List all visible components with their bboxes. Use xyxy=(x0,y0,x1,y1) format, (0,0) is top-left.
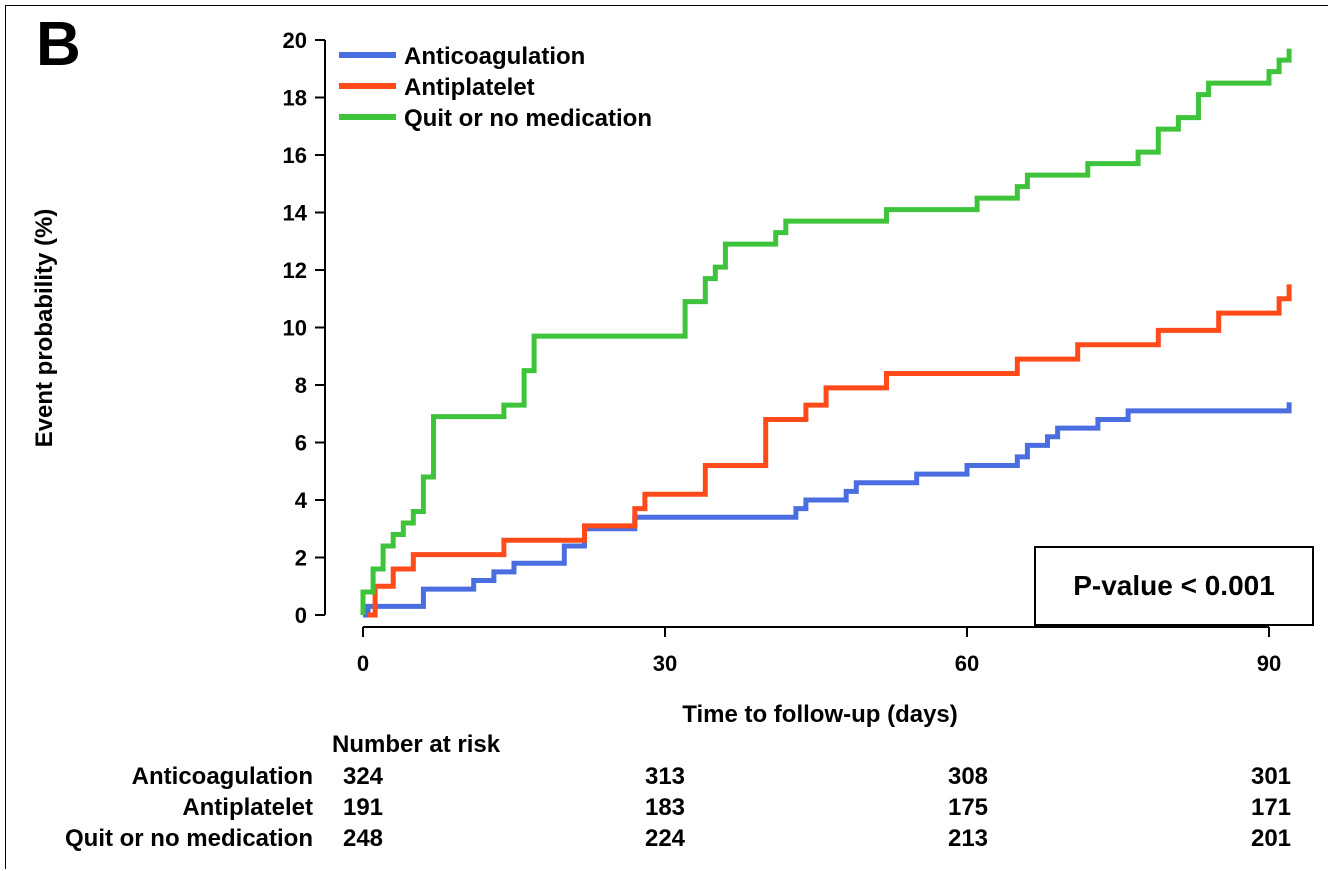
risk-count: 201 xyxy=(1250,825,1292,852)
risk-count: 324 xyxy=(342,763,384,790)
y-tick-label: 2 xyxy=(295,546,307,571)
risk-count: 248 xyxy=(342,825,384,852)
y-tick-label: 14 xyxy=(283,201,308,226)
risk-count: 175 xyxy=(947,794,989,821)
y-tick-label: 20 xyxy=(283,28,307,53)
risk-count: 191 xyxy=(342,794,384,821)
risk-count: 313 xyxy=(644,763,686,790)
x-tick-label: 30 xyxy=(653,651,677,676)
risk-count: 183 xyxy=(644,794,686,821)
risk-count: 171 xyxy=(1250,794,1292,821)
risk-count: 301 xyxy=(1250,763,1292,790)
x-tick-label: 90 xyxy=(1257,651,1281,676)
series-line-2 xyxy=(368,284,1292,618)
legend-label: Anticoagulation xyxy=(404,43,585,70)
x-tick-label: 60 xyxy=(955,651,979,676)
risk-row-label: Antiplatelet xyxy=(182,794,313,821)
risk-count: 224 xyxy=(644,825,686,852)
legend-label: Antiplatelet xyxy=(404,74,535,101)
y-axis-label: Event probability (%) xyxy=(31,209,58,448)
risk-count: 213 xyxy=(947,825,989,852)
y-tick-label: 4 xyxy=(295,488,308,513)
y-tick-label: 10 xyxy=(283,316,307,341)
risk-row-label: Quit or no medication xyxy=(64,825,313,852)
pvalue-box: P-value < 0.001 xyxy=(1034,546,1314,626)
y-tick-label: 0 xyxy=(295,603,307,628)
legend-label: Quit or no medication xyxy=(404,105,652,132)
y-tick-label: 16 xyxy=(283,143,307,168)
risk-count: 308 xyxy=(947,763,989,790)
panel-letter: B xyxy=(36,10,81,79)
figure-frame xyxy=(5,5,1328,869)
series-layer xyxy=(360,48,1292,618)
y-tick-label: 8 xyxy=(295,373,307,398)
x-axis-label: Time to follow-up (days) xyxy=(682,701,958,728)
y-tick-label: 12 xyxy=(283,258,307,283)
y-tick-label: 18 xyxy=(283,86,307,111)
risk-row-label: Anticoagulation xyxy=(131,763,313,790)
series-line-1 xyxy=(363,402,1292,618)
risk-table-title: Number at risk xyxy=(332,731,501,758)
pvalue-text: P-value < 0.001 xyxy=(1073,570,1275,601)
series-line-3 xyxy=(360,48,1292,615)
x-tick-label: 0 xyxy=(357,651,369,676)
y-tick-label: 6 xyxy=(295,431,307,456)
chart-axes: 0 2 4 6 8 10 12 14 16 18 20 0 30 60 90 xyxy=(283,28,1282,676)
chart-legend: Anticoagulation Antiplatelet Quit or no me… xyxy=(339,43,652,132)
